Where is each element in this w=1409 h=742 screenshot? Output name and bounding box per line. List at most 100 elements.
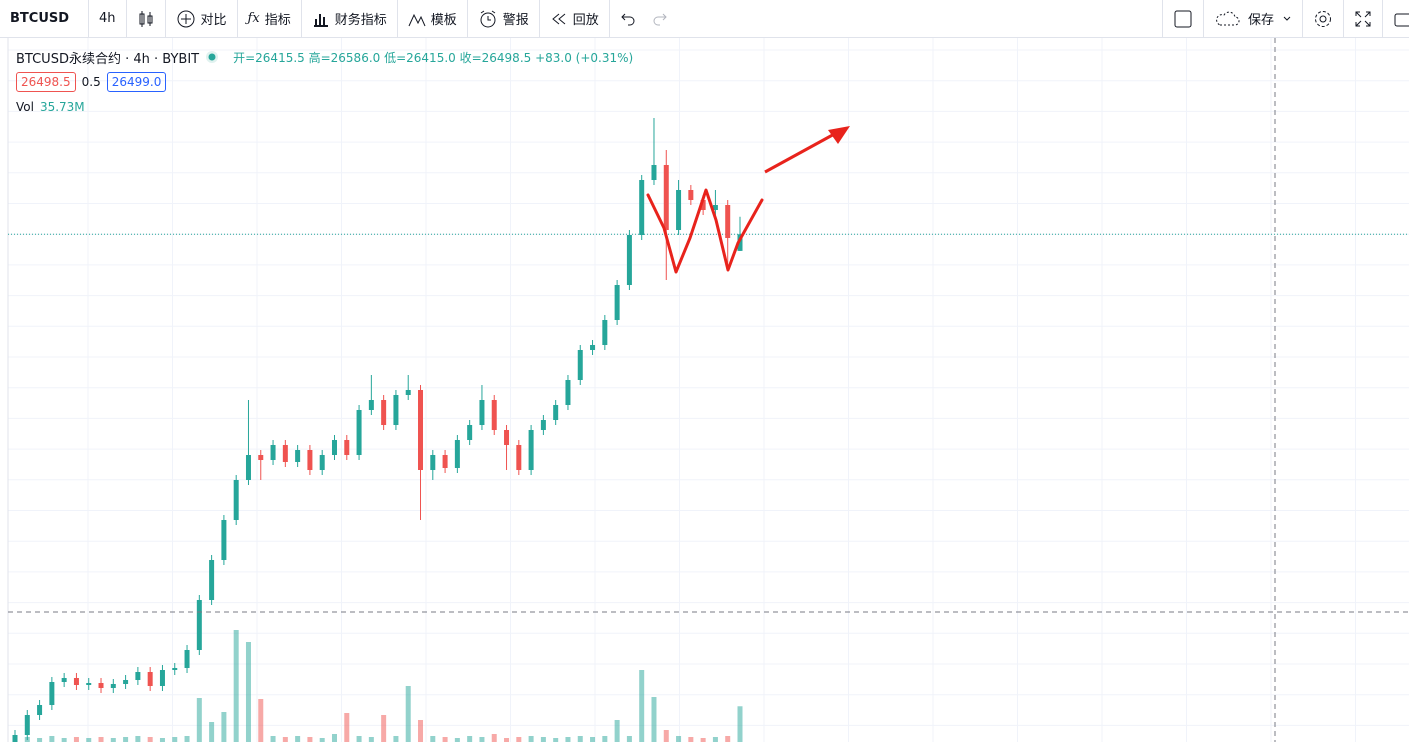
volume-bar — [700, 738, 706, 742]
chevron — [1283, 16, 1291, 21]
volume-bar — [688, 737, 694, 742]
volume-bar — [86, 738, 92, 742]
settings-button[interactable] — [1303, 0, 1344, 38]
volume-bar — [676, 736, 682, 742]
indicators-button[interactable]: ƒx 指标 — [238, 0, 302, 38]
candle-body — [651, 165, 657, 180]
candle-body — [344, 440, 350, 455]
legend-title: BTCUSD永续合约 · 4h · BYBIT — [16, 51, 200, 67]
replay-button[interactable]: 回放 — [540, 0, 610, 38]
volume-bar — [663, 730, 669, 742]
volume-bar — [110, 738, 116, 742]
candle-body — [98, 683, 104, 688]
candle-body — [319, 455, 325, 470]
candle-body — [467, 425, 473, 440]
grid — [7, 38, 1409, 742]
volume-bar — [295, 736, 301, 742]
vol-value: 35.73M — [39, 100, 85, 114]
volume-bar — [159, 738, 165, 742]
volume-bar — [516, 737, 522, 742]
replay-icon — [551, 13, 566, 24]
volume-bar — [454, 738, 460, 742]
volume-bar — [356, 736, 362, 742]
chart — [7, 38, 1409, 742]
candle-body — [700, 200, 706, 210]
candle-body — [221, 520, 227, 560]
undo-redo — [610, 0, 678, 38]
gear-icon — [1315, 10, 1331, 27]
templates-button[interactable]: 模板 — [398, 0, 468, 38]
volume-bar — [147, 737, 153, 742]
compare-label: 对比 — [200, 13, 227, 28]
volume-bar — [639, 670, 645, 742]
volume-bar — [209, 722, 215, 742]
candle-body — [209, 560, 215, 600]
volume-bar — [602, 736, 608, 742]
volume-bar — [184, 736, 190, 742]
volume-bar — [405, 686, 411, 742]
candle-body — [196, 600, 202, 650]
interval-button[interactable]: 4h — [89, 0, 127, 38]
alert-button[interactable]: 警报 — [468, 0, 540, 38]
template-icon — [408, 13, 426, 26]
candle-body — [307, 450, 313, 470]
drawing-arrow[interactable] — [764, 130, 839, 174]
candle-body — [516, 445, 522, 470]
volume-bar — [98, 737, 104, 742]
volume-bar — [504, 738, 510, 742]
volume-bar — [368, 737, 374, 742]
candle-body — [553, 405, 559, 420]
candle-body — [725, 205, 731, 238]
volume-bar — [418, 720, 424, 742]
volume-bar — [479, 737, 485, 742]
drawing-arrow-head[interactable] — [828, 126, 850, 144]
volume-bar — [467, 736, 473, 742]
candle-body — [454, 440, 460, 468]
candle-body — [258, 455, 264, 460]
candle-body — [110, 684, 116, 688]
candle-body — [614, 285, 620, 320]
volume-bar — [565, 737, 571, 742]
volume-bar — [528, 736, 534, 742]
vol-label: Vol — [16, 100, 34, 114]
candle-body — [159, 670, 165, 686]
fullscreen-button[interactable] — [1344, 0, 1383, 38]
layout-button[interactable] — [1161, 0, 1204, 38]
save-button[interactable]: 保存 — [1204, 0, 1303, 38]
plus-icon — [177, 10, 195, 27]
candle-body — [590, 345, 596, 350]
alarm-icon — [480, 10, 496, 27]
bid-box[interactable]: 26498.5 — [16, 72, 76, 92]
candle-body — [737, 234, 743, 251]
legend-ohlc: 开=26415.5 高=26586.0 低=26415.0 收=26498.5 … — [233, 50, 634, 65]
candle-body — [282, 445, 288, 462]
candle-body — [528, 430, 534, 470]
chart-type-button[interactable] — [127, 0, 166, 38]
candle-body — [676, 190, 682, 230]
candle-body — [504, 430, 510, 445]
drawing-w[interactable] — [646, 188, 764, 274]
ask-box[interactable]: 26499.0 — [106, 72, 167, 92]
compare-button[interactable]: 对比 — [166, 0, 238, 38]
redo-icon[interactable] — [652, 11, 668, 27]
volume-bar — [221, 712, 227, 742]
volume-bar — [491, 734, 497, 742]
volume-bar — [344, 713, 350, 742]
financials-button[interactable]: 财务指标 — [302, 0, 398, 38]
candle-body — [368, 400, 374, 410]
candle-body — [418, 390, 424, 470]
legend: BTCUSD永续合约 · 4h · BYBIT 开=26415.5 高=2658… — [16, 46, 633, 118]
square-icon — [1174, 10, 1192, 27]
spread: 0.5 — [81, 75, 101, 89]
fx-icon: ƒx — [247, 11, 260, 26]
candle-body — [172, 668, 178, 670]
candle-body — [479, 400, 485, 425]
symbol-button[interactable]: BTCUSD — [0, 0, 89, 38]
volume-bar — [270, 736, 276, 742]
undo-icon[interactable] — [620, 11, 636, 27]
volume-bar — [196, 698, 202, 742]
snapshot-button[interactable] — [1383, 0, 1409, 38]
volume-bar — [135, 736, 141, 742]
volume-bar — [307, 737, 313, 742]
candle-body — [123, 680, 129, 684]
